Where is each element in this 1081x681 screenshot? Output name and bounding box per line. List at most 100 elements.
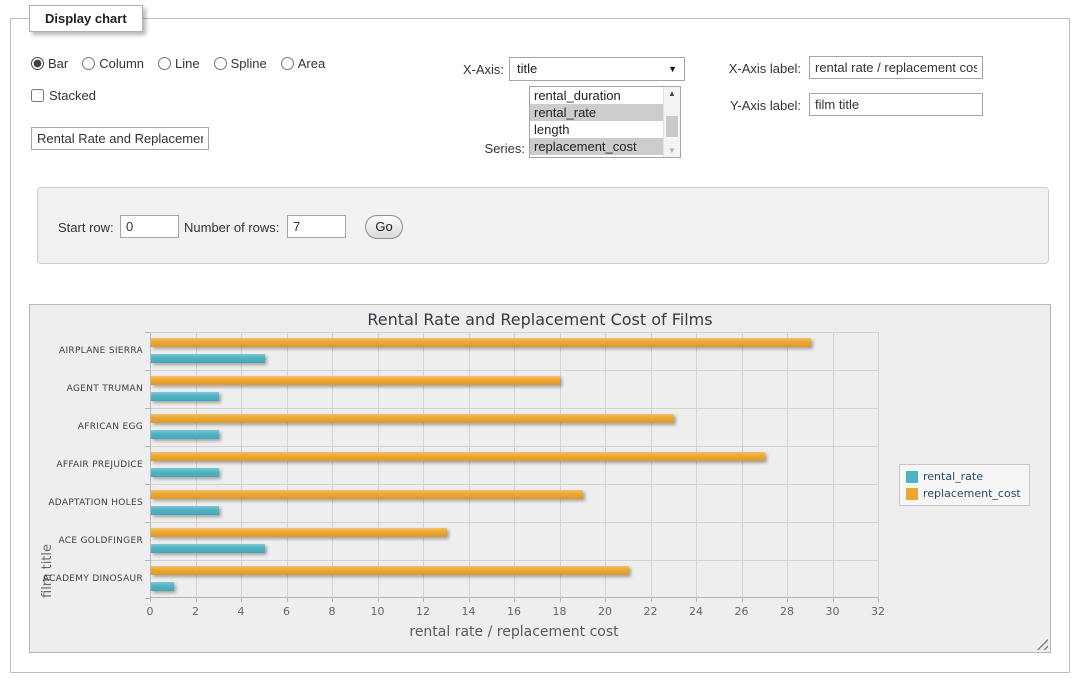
x-tick-mark bbox=[150, 598, 151, 602]
bar-replacement_cost bbox=[151, 376, 560, 385]
listbox-scrollbar[interactable]: ▲ ▼ bbox=[663, 87, 680, 157]
x-tick-mark bbox=[241, 598, 242, 602]
chart-title: Rental Rate and Replacement Cost of Film… bbox=[30, 310, 1050, 329]
x-tick-mark bbox=[423, 598, 424, 602]
num-rows-label: Number of rows: bbox=[184, 220, 279, 235]
category-label: ADAPTATION HOLES bbox=[31, 484, 143, 522]
chart-type-option[interactable]: Bar bbox=[31, 56, 68, 71]
x-tick-label: 32 bbox=[871, 605, 885, 618]
y-axis-label-input[interactable] bbox=[809, 93, 983, 116]
start-row-input[interactable] bbox=[120, 215, 179, 238]
chart-type-radio[interactable] bbox=[82, 57, 95, 70]
x-axis-select-label: X-Axis: bbox=[444, 62, 504, 77]
gridline bbox=[378, 332, 379, 598]
x-tick-mark bbox=[605, 598, 606, 602]
bar-rental_rate bbox=[151, 506, 219, 515]
x-tick-label: 22 bbox=[644, 605, 658, 618]
x-tick-mark bbox=[696, 598, 697, 602]
x-tick-label: 14 bbox=[462, 605, 476, 618]
bar-replacement_cost bbox=[151, 414, 674, 423]
x-axis-label-input[interactable] bbox=[809, 56, 983, 79]
row-range-panel: Start row: Number of rows: Go bbox=[37, 187, 1049, 264]
bar-replacement_cost bbox=[151, 490, 583, 499]
chart-type-radio[interactable] bbox=[281, 57, 294, 70]
y-tick-mark bbox=[145, 598, 150, 599]
chart-container: Rental Rate and Replacement Cost of Film… bbox=[29, 304, 1051, 653]
chart-type-option[interactable]: Column bbox=[82, 56, 144, 71]
plot-area: film title rental rate / replacement cos… bbox=[150, 332, 878, 598]
legend-swatch bbox=[906, 471, 918, 483]
gridline bbox=[605, 332, 606, 598]
legend-label: replacement_cost bbox=[923, 487, 1021, 500]
chart-type-radio[interactable] bbox=[158, 57, 171, 70]
x-axis-selected-value: title bbox=[517, 61, 537, 76]
num-rows-input[interactable] bbox=[287, 215, 346, 238]
x-axis-title: rental rate / replacement cost bbox=[150, 624, 878, 640]
x-tick-mark bbox=[514, 598, 515, 602]
series-option[interactable]: length bbox=[530, 121, 663, 138]
scroll-up-arrow-icon[interactable]: ▲ bbox=[664, 87, 680, 100]
chart-title-input[interactable] bbox=[31, 127, 209, 150]
gridline bbox=[469, 332, 470, 598]
gridline bbox=[287, 332, 288, 598]
category-label: ACADEMY DINOSAUR bbox=[31, 560, 143, 598]
scrollbar-thumb[interactable] bbox=[666, 116, 678, 137]
y-axis-label-caption: Y-Axis label: bbox=[701, 98, 801, 113]
chart-type-option[interactable]: Area bbox=[281, 56, 325, 71]
scroll-down-arrow-icon[interactable]: ▼ bbox=[664, 144, 680, 157]
bar-replacement_cost bbox=[151, 338, 811, 347]
gridline bbox=[696, 332, 697, 598]
category-label: AGENT TRUMAN bbox=[31, 370, 143, 408]
series-option[interactable]: rental_duration bbox=[530, 87, 663, 104]
category-label: AFFAIR PREJUDICE bbox=[31, 446, 143, 484]
x-tick-label: 12 bbox=[416, 605, 430, 618]
go-button[interactable]: Go bbox=[365, 215, 403, 239]
chart-type-option[interactable]: Spline bbox=[214, 56, 267, 71]
gridline bbox=[742, 332, 743, 598]
chart-legend: rental_rate replacement_cost bbox=[899, 464, 1030, 506]
display-chart-fieldset: Display chart Bar Column Line Spline Are… bbox=[10, 18, 1070, 673]
gridline bbox=[241, 332, 242, 598]
x-tick-label: 26 bbox=[735, 605, 749, 618]
gridline bbox=[423, 332, 424, 598]
legend-item[interactable]: rental_rate bbox=[906, 470, 1021, 483]
category-label: AIRPLANE SIERRA bbox=[31, 332, 143, 370]
legend-label: rental_rate bbox=[923, 470, 983, 483]
gridline bbox=[833, 332, 834, 598]
x-axis-label-caption: X-Axis label: bbox=[701, 61, 801, 76]
gridline bbox=[196, 332, 197, 598]
x-tick-mark bbox=[378, 598, 379, 602]
bar-rental_rate bbox=[151, 354, 265, 363]
x-tick-label: 0 bbox=[147, 605, 154, 618]
chart-type-label: Line bbox=[175, 56, 200, 71]
chart-type-radio[interactable] bbox=[31, 57, 44, 70]
chart-type-label: Spline bbox=[231, 56, 267, 71]
bar-rental_rate bbox=[151, 582, 174, 591]
x-tick-mark bbox=[651, 598, 652, 602]
x-tick-mark bbox=[287, 598, 288, 602]
chart-type-option[interactable]: Line bbox=[158, 56, 200, 71]
legend-item[interactable]: replacement_cost bbox=[906, 487, 1021, 500]
chart-type-radio[interactable] bbox=[214, 57, 227, 70]
fieldset-legend: Display chart bbox=[29, 5, 143, 32]
x-tick-label: 8 bbox=[329, 605, 336, 618]
stacked-checkbox[interactable] bbox=[31, 89, 44, 102]
start-row-label: Start row: bbox=[58, 220, 114, 235]
x-axis-select[interactable]: title ▼ bbox=[509, 57, 685, 81]
x-tick-mark bbox=[833, 598, 834, 602]
stacked-option[interactable]: Stacked bbox=[31, 88, 96, 103]
gridline bbox=[651, 332, 652, 598]
category-label: ACE GOLDFINGER bbox=[31, 522, 143, 560]
series-listbox[interactable]: rental_duration rental_rate length repla… bbox=[529, 86, 681, 158]
chart-type-label: Area bbox=[298, 56, 325, 71]
resize-handle-icon[interactable] bbox=[1036, 638, 1048, 650]
gridline bbox=[332, 332, 333, 598]
bar-replacement_cost bbox=[151, 452, 765, 461]
bar-replacement_cost bbox=[151, 528, 447, 537]
bar-rental_rate bbox=[151, 544, 265, 553]
x-tick-label: 2 bbox=[192, 605, 199, 618]
chart-type-label: Column bbox=[99, 56, 144, 71]
x-tick-mark bbox=[469, 598, 470, 602]
series-option[interactable]: rental_rate bbox=[530, 104, 663, 121]
series-option[interactable]: replacement_cost bbox=[530, 138, 663, 155]
